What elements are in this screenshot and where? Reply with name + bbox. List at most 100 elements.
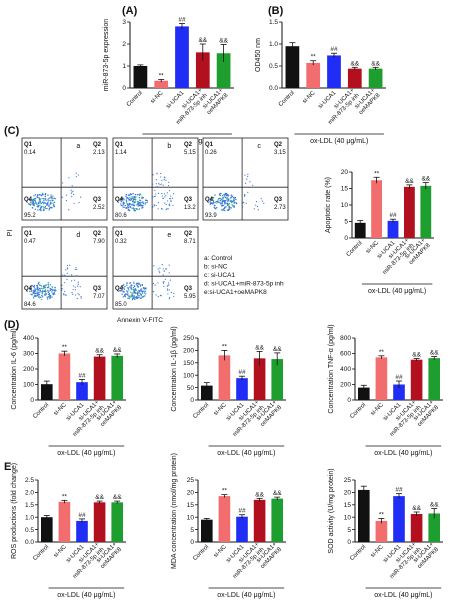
y-tick-label: 20 [344, 490, 352, 497]
q4-value: 95.2 [24, 213, 36, 219]
q3-value: 7.07 [93, 294, 105, 300]
category-label: si-NC [302, 90, 317, 105]
chart-e3: 0 5 10 15 20 25 SOD activity (U/mg protein) Con… [328, 468, 443, 599]
panel-label-b: (B) [268, 5, 284, 17]
y-tick-label: 0 [190, 539, 194, 546]
bar-0 [357, 387, 370, 400]
q2-label: Q2 [93, 142, 102, 148]
q2-value: 2.13 [93, 150, 105, 156]
q1-label: Q1 [205, 142, 214, 148]
chart-c: 0 5 10 15 20 Apoptotic rate (%) Control ** si-NC… [325, 169, 434, 295]
q1-value: 0.14 [24, 150, 36, 156]
y-tick-label: 1.5 [269, 19, 278, 26]
q1-label: Q1 [115, 142, 124, 148]
flow-legend-item: e:si-UCA1+oeMAPK8 [204, 289, 267, 296]
significance-label: && [113, 347, 122, 354]
significance-label: ** [379, 511, 385, 518]
q2-value: 8.71 [184, 239, 196, 245]
category-label: si-NC [53, 544, 68, 559]
q1-value: 0.47 [24, 239, 36, 245]
q2-label: Q2 [93, 231, 102, 237]
significance-label: ** [374, 170, 380, 177]
bar-3 [93, 502, 106, 542]
flow-plot-frame [21, 137, 108, 221]
y-tick-label: 100 [23, 382, 34, 389]
q3-value: 13.2 [184, 205, 196, 211]
bar-charts: 0 1 2 3 miR-873-5p expression Control ** si-NC #… [11, 17, 443, 599]
flow-dots [209, 173, 265, 212]
q3-value: 2.52 [93, 205, 105, 211]
y-tick-label: 1 [122, 63, 126, 70]
significance-label: ## [395, 487, 403, 494]
q4-value: 93.9 [205, 213, 217, 219]
y-tick-label: 0 [190, 397, 194, 404]
category-label: Control [192, 402, 210, 420]
bar-1 [306, 62, 321, 88]
bar-1 [371, 180, 383, 238]
category-label: si-NC [213, 402, 228, 417]
group-label: ox-LDL (40 μg/mL) [57, 450, 115, 457]
bar-3 [403, 186, 415, 238]
q2-label: Q2 [274, 142, 283, 148]
bar-2 [236, 516, 248, 542]
q2-label: Q2 [184, 231, 193, 237]
y-tick-label: 15 [344, 502, 352, 509]
chart-a: 0 1 2 3 miR-873-5p expression Control ** si-NC #… [103, 17, 234, 145]
y-tick-label: 5 [347, 527, 351, 534]
q2-value: 7.90 [93, 239, 105, 245]
category-label: si-NC [150, 90, 165, 105]
bar-0 [357, 489, 370, 542]
significance-label: && [255, 344, 264, 351]
group-label: ox-LDL (40 μg/mL) [217, 450, 275, 457]
flow-plot-c: Q1 0.26 Q2 3.15 c Q4 93.9 Q3 2.73 [202, 137, 289, 221]
y-tick-label: 400 [23, 335, 34, 342]
q3-label: Q3 [274, 197, 283, 203]
y-tick-label: 0 [344, 235, 348, 242]
q4-label: Q4 [205, 197, 214, 203]
bar-4 [271, 359, 284, 400]
y-tick-label: 0 [347, 397, 351, 404]
y-tick-label: 300 [23, 351, 34, 358]
flow-legend-item: d: si-UCA1+miR-873-5p inh [204, 281, 284, 288]
significance-label: ## [330, 46, 338, 53]
significance-label: ** [222, 488, 228, 495]
q2-value: 3.15 [274, 150, 286, 156]
bar-0 [200, 385, 213, 400]
flow-plot-b: Q1 1.14 Q2 5.15 b Q4 80.6 Q3 13.2 [112, 137, 199, 221]
y-tick-label: 20 [187, 490, 195, 497]
flow-cytometry-panel: Q1 0.14 Q2 2.13 a Q4 95.2 Q3 2.52 Q1 1.14 Q2 5.15 b Q4… [7, 137, 289, 324]
y-tick-label: 1.5 [25, 502, 34, 509]
plot-letter: c [257, 143, 261, 150]
y-tick-label: 0.5 [269, 63, 278, 70]
panel-label-e: E [4, 461, 11, 473]
bar-3 [93, 356, 106, 400]
flow-dots [119, 172, 175, 212]
category-label: Control [126, 90, 144, 108]
bar-3 [195, 52, 210, 88]
q4-label: Q4 [115, 286, 124, 292]
y-axis-label: Concentration IL-1β (pg/ml) [171, 326, 178, 411]
q3-label: Q3 [93, 197, 102, 203]
flow-plot-a: Q1 0.14 Q2 2.13 a Q4 95.2 Q3 2.52 [21, 137, 108, 221]
group-label: ox-LDL (40 μg/mL) [217, 592, 275, 599]
category-label: si-UCA1+oeMAPK8 [201, 87, 230, 116]
significance-label: && [350, 60, 359, 67]
y-axis-label: Concentration TNF-α (pg/ml) [328, 324, 335, 413]
y-tick-label: 10 [344, 514, 352, 521]
category-label: Control [192, 544, 210, 562]
plot-letter: a [76, 143, 80, 150]
q1-label: Q1 [24, 231, 33, 237]
significance-label: ## [78, 512, 86, 519]
y-axis-label: OD450 nm [255, 38, 262, 72]
q3-label: Q3 [184, 197, 193, 203]
bar-1 [58, 501, 71, 542]
y-tick-label: 0.0 [25, 539, 34, 546]
bar-1 [218, 496, 231, 542]
q1-value: 1.14 [115, 150, 127, 156]
y-tick-label: 0 [122, 85, 126, 92]
bar-4 [428, 358, 441, 400]
y-tick-label: 3 [122, 19, 126, 26]
bar-2 [76, 520, 88, 542]
significance-label: && [95, 494, 104, 501]
bar-3 [410, 359, 423, 400]
